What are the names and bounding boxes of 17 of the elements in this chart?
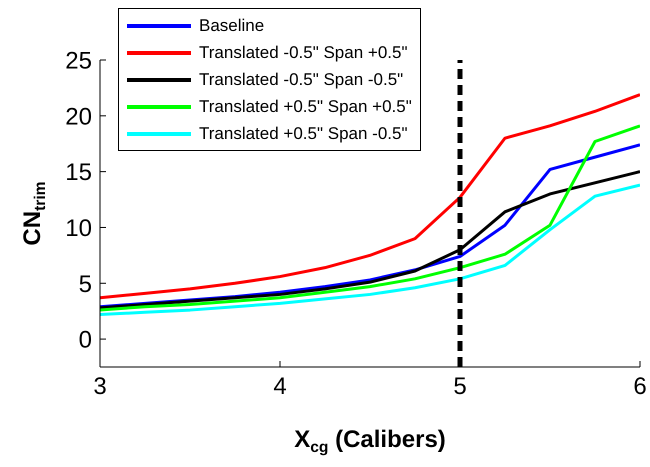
y-tick-label: 10 xyxy=(65,214,92,242)
legend-label: Baseline xyxy=(199,16,264,36)
y-tick-label: 20 xyxy=(65,103,92,130)
x-tick-label: 5 xyxy=(453,373,467,400)
legend-label: Translated -0.5" Span +0.5" xyxy=(199,42,408,62)
line-series xyxy=(100,93,640,300)
legend-label: Translated +0.5" Span -0.5" xyxy=(199,124,408,144)
x-tick-label: 6 xyxy=(633,373,647,400)
legend-label: Translated -0.5" Span -0.5" xyxy=(199,70,404,90)
y-tick-label: 5 xyxy=(78,270,92,298)
x-tick-label: 3 xyxy=(93,373,107,400)
y-tick-label: 25 xyxy=(65,48,92,75)
y-tick-label: 15 xyxy=(65,159,92,186)
x-tick-label: 4 xyxy=(273,373,287,400)
legend-label: Translated +0.5" Span +0.5" xyxy=(199,96,412,116)
x-axis-title: X$_{cg}$ (Calibers) xyxy=(294,426,446,456)
y-tick-label: 0 xyxy=(78,326,92,354)
